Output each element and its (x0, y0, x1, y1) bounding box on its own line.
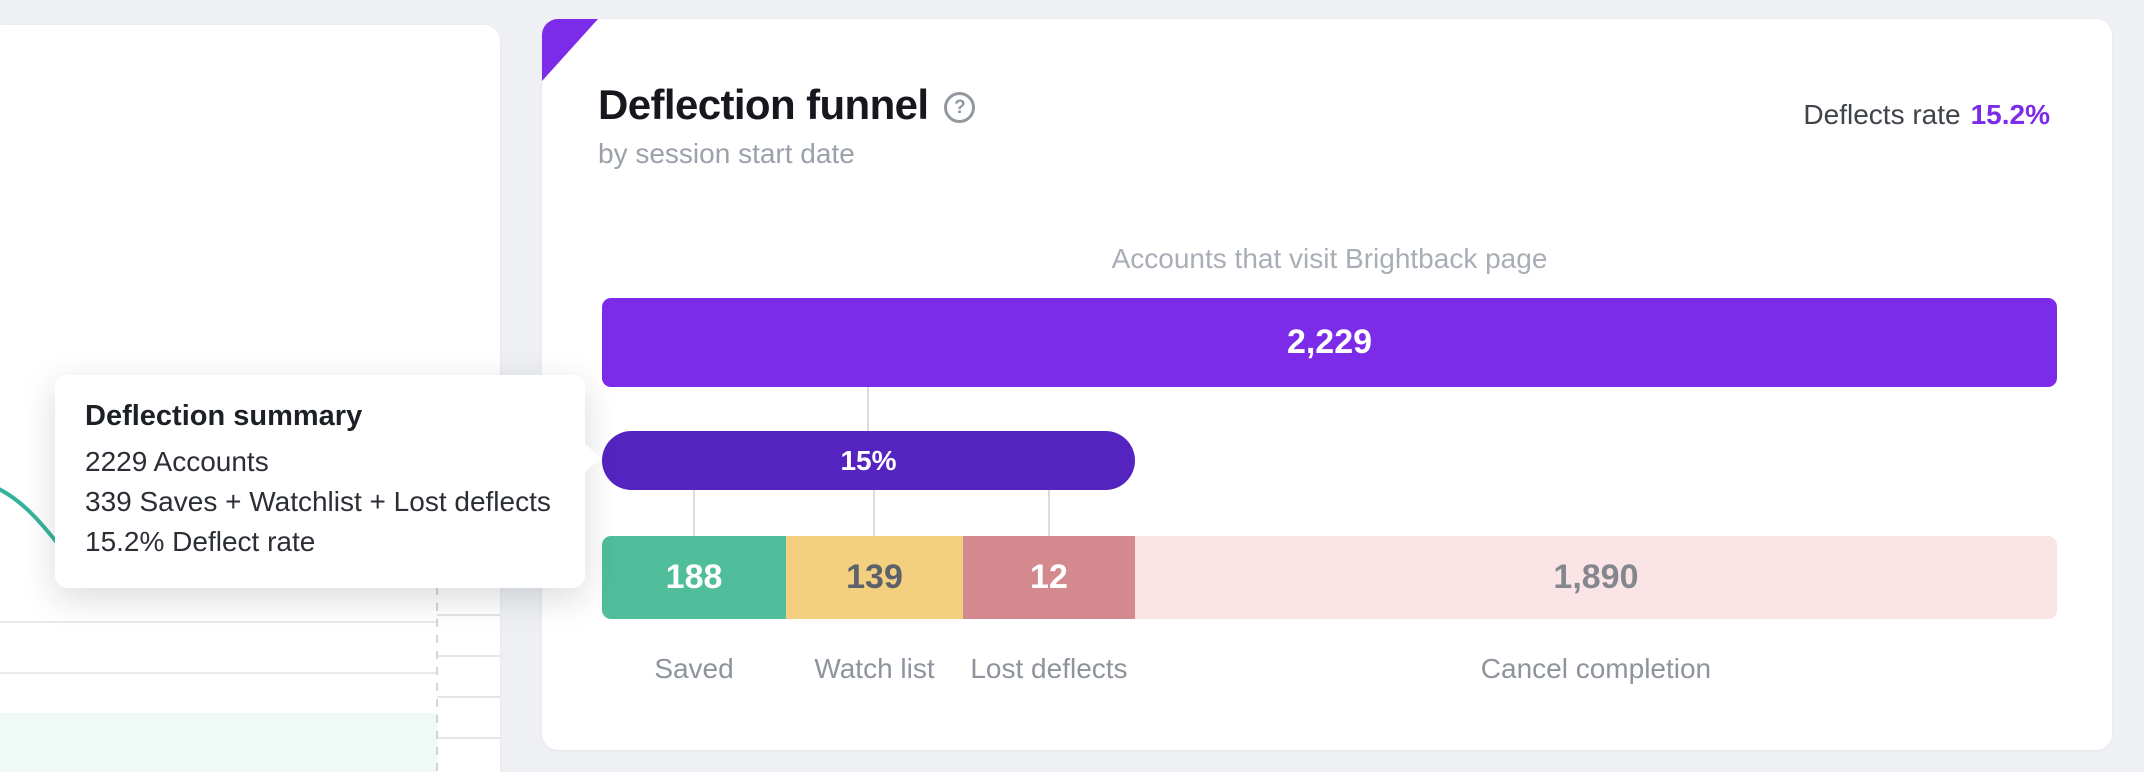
segment-lost-deflects-label: Lost deflects (970, 653, 1128, 684)
tooltip-line-rate: 15.2% Deflect rate (85, 525, 316, 557)
funnel-segments: 188 139 12 1,890 (602, 536, 2057, 619)
segment-lost-deflects-value: 12 (1030, 558, 1068, 596)
deflect-percent-pill[interactable]: 15% (602, 431, 1135, 490)
segment-saved[interactable]: 188 (602, 536, 787, 619)
total-accounts-bar[interactable]: 2,229 (602, 298, 2057, 387)
segment-cancel-completion[interactable]: 1,890 (1134, 536, 2057, 619)
deflect-percent-value: 15% (840, 444, 897, 476)
segment-cancel-completion-value: 1,890 (1553, 558, 1639, 596)
help-icon[interactable]: ? (944, 92, 976, 123)
tooltip-title: Deflection summary (85, 400, 363, 432)
total-accounts-value: 2,229 (1286, 323, 1373, 361)
segment-saved-value: 188 (665, 558, 723, 596)
connector-line (867, 387, 869, 431)
connector-line (693, 490, 695, 536)
deflection-summary-tooltip: Deflection summary 2229 Accounts 339 Sav… (55, 375, 601, 589)
corner-accent-triangle (542, 19, 598, 81)
tooltip-line-saves: 339 Saves + Watchlist + Lost deflects (85, 485, 551, 517)
segment-saved-label: Saved (654, 653, 734, 684)
page-title: Deflection funnel (598, 81, 929, 128)
segment-watch-list-label: Watch list (814, 653, 935, 684)
segment-watch-list[interactable]: 139 (786, 536, 963, 619)
funnel-top-label: Accounts that visit Brightback page (1111, 243, 1548, 274)
deflects-rate-value: 15.2% (1970, 99, 2050, 130)
connector-line (873, 490, 875, 536)
segment-cancel-completion-label: Cancel completion (1480, 653, 1712, 684)
deflection-funnel-card: Deflection funnel ? by session start dat… (542, 19, 2112, 750)
deflects-rate-label: Deflects rate (1803, 99, 1961, 130)
background-chart (0, 443, 500, 772)
funnel-segment-labels: Saved Watch list Lost deflects Cancel co… (602, 653, 2057, 685)
tooltip-line-accounts: 2229 Accounts (85, 446, 269, 477)
card-header: Deflection funnel ? by session start dat… (598, 81, 976, 170)
segment-lost-deflects[interactable]: 12 (962, 536, 1135, 619)
tooltip-arrow (584, 443, 601, 473)
deflects-rate: Deflects rate 15.2% (1803, 99, 2050, 131)
segment-watch-list-value: 139 (846, 558, 903, 596)
card-subtitle: by session start date (598, 138, 855, 169)
connector-line (1048, 490, 1050, 536)
